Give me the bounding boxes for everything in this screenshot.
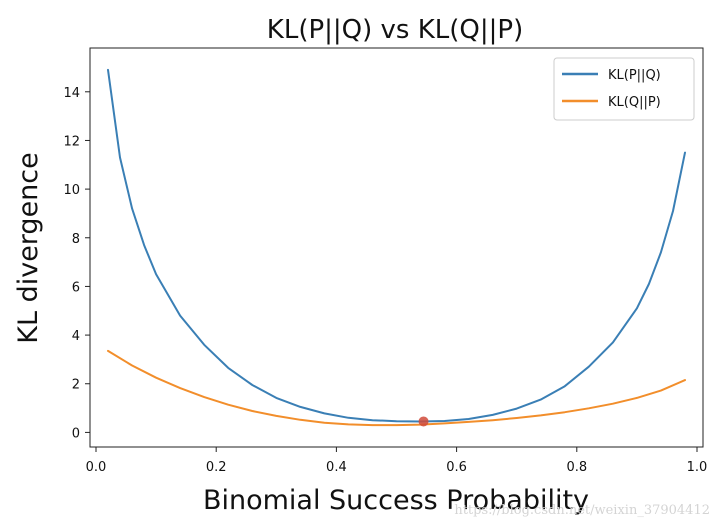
x-tick-label: 0.2 <box>206 460 227 475</box>
x-tick-label: 0.0 <box>86 460 107 475</box>
y-tick-label: 2 <box>72 378 80 393</box>
watermark: https://blog.csdn.net/weixin_37904412 <box>454 503 710 518</box>
y-tick-label: 12 <box>63 134 80 149</box>
chart-title: KL(P||Q) vs KL(Q||P) <box>267 15 523 45</box>
legend: KL(P||Q) KL(Q||P) <box>553 57 695 121</box>
y-tick-label: 8 <box>72 232 80 247</box>
y-tick-label: 0 <box>72 426 80 441</box>
minimum-marker <box>418 416 429 427</box>
y-tick-label: 14 <box>63 86 80 101</box>
legend-label-kl-pq: KL(P||Q) <box>608 68 661 83</box>
x-tick-label: 0.6 <box>446 460 467 475</box>
x-tick-label: 0.4 <box>326 460 347 475</box>
y-tick-label: 4 <box>72 329 80 344</box>
series-line-0 <box>107 68 686 423</box>
plot-area <box>107 68 686 427</box>
y-tick-label: 6 <box>72 280 80 295</box>
x-tick-label: 0.8 <box>566 460 587 475</box>
y-axis-title: KL divergence <box>13 152 44 344</box>
y-axis-ticks: 0 2 4 6 8 10 12 14 <box>63 86 90 441</box>
series-line-1 <box>107 349 686 427</box>
x-axis-title: Binomial Success Probability <box>203 485 589 516</box>
plot-frame <box>89 47 704 448</box>
y-tick-label: 10 <box>63 183 80 198</box>
legend-label-kl-qp: KL(Q||P) <box>608 95 661 110</box>
x-axis-ticks: 0.0 0.2 0.4 0.6 0.8 1.0 <box>86 447 708 475</box>
x-tick-label: 1.0 <box>687 460 708 475</box>
